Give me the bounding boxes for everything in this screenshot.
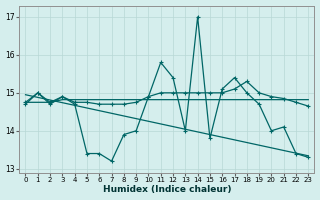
X-axis label: Humidex (Indice chaleur): Humidex (Indice chaleur): [103, 185, 231, 194]
